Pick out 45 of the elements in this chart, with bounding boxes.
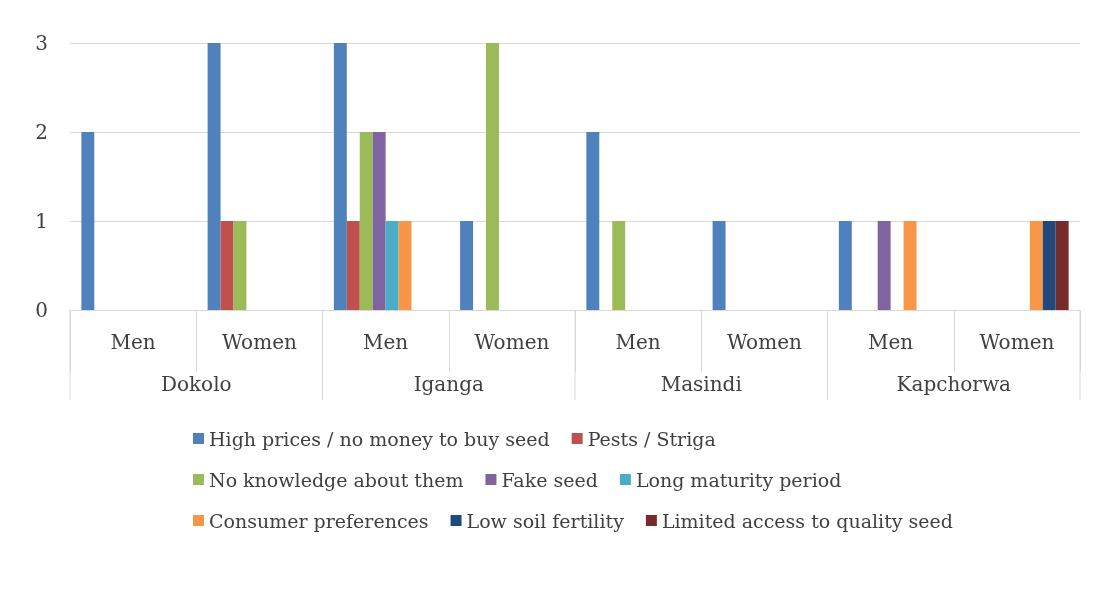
bar [220,221,234,310]
x-tick-label: Women [979,330,1055,354]
bar [81,132,95,310]
bar [877,221,891,310]
bar [903,221,917,310]
bar [1029,221,1043,310]
y-tick-label: 2 [35,120,48,144]
bar [346,221,360,310]
text: Kapchorwa [896,372,1012,396]
legend-label: Pests / Striga [587,427,716,450]
bar [385,221,399,310]
text: Masindi [660,372,742,396]
bar [359,132,373,310]
x-tick-label: Women [221,330,297,354]
legend-label: Limited access to quality seed [661,509,953,532]
text: Dokolo [160,372,232,396]
x-tick-label: Women [726,330,802,354]
bar [207,43,221,310]
legend-label: No knowledge about them [209,468,464,491]
y-tick-label: 0 [35,298,48,322]
bar [233,221,247,310]
legend-label: High prices / no money to buy seed [209,427,550,450]
bar [485,43,499,310]
y-tick-label: 1 [35,209,48,233]
bar [372,132,386,310]
legend-label: Consumer preferences [209,509,429,532]
bar [712,221,726,310]
bar [398,221,412,310]
bar [460,221,474,310]
bar [1055,221,1069,310]
bar [333,43,347,310]
bar [612,221,626,310]
bar [838,221,852,310]
x-tick-label: Men [868,330,914,354]
legend-label: Long maturity period [635,468,842,491]
x-tick-label: Women [474,330,550,354]
x-tick-label: Men [110,330,156,354]
x-tick-label: Men [363,330,409,354]
legend-label: Low soil fertility [466,509,625,532]
x-tick-label: Men [615,330,661,354]
y-tick-label: 3 [35,31,48,55]
legend-label: Fake seed [501,468,598,491]
text: Iganga [413,372,484,396]
bar [1042,221,1056,310]
bar [586,132,600,310]
